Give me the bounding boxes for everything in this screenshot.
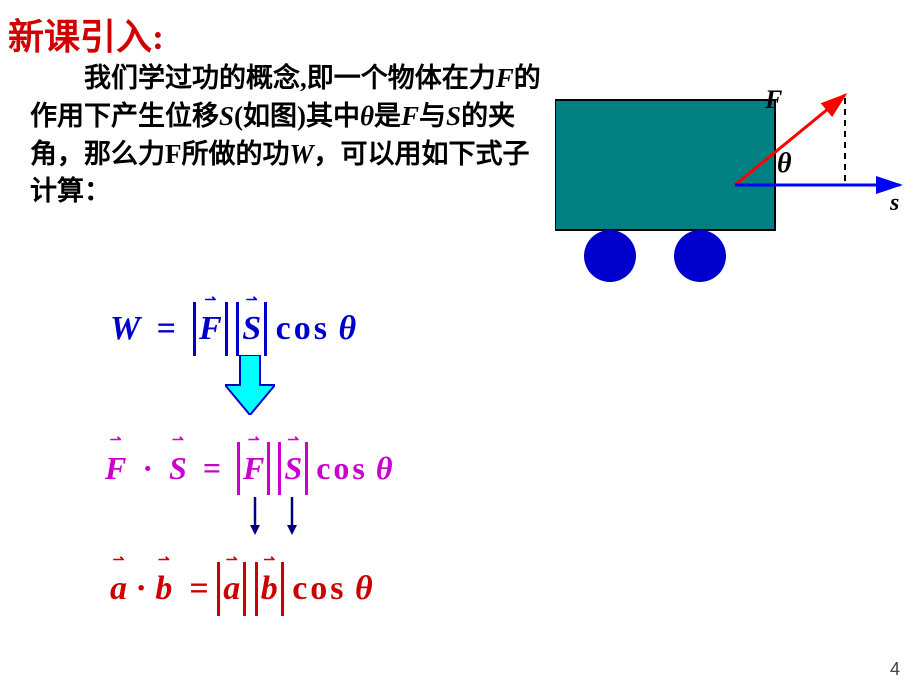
f1-absS: ⇀S: [236, 310, 267, 348]
p-part-11: W: [290, 139, 314, 169]
p-part-6: 是: [374, 101, 401, 131]
f1-eq: =: [157, 310, 176, 347]
formula-work: W = ⇀F ⇀S cos θ: [110, 310, 356, 348]
f1-vecF-mark: ⇀: [204, 292, 216, 309]
f3-dot: ·: [136, 570, 147, 607]
wheel-left: [584, 230, 636, 282]
label-theta: θ: [777, 148, 792, 179]
f1-vecS-mark: ⇀: [246, 292, 258, 309]
cart-svg: F θ s: [555, 90, 905, 300]
f3-eq: =: [189, 570, 208, 607]
f2-S: S: [169, 450, 187, 486]
p-part-9: S: [446, 101, 461, 131]
f3-absb: ⇀b: [255, 570, 284, 608]
formula-dot-ab: ⇀a · ⇀b = ⇀a ⇀b cos θ: [110, 570, 373, 608]
f1-theta: θ: [338, 310, 356, 347]
p-part-1: F: [496, 63, 514, 93]
f2-F: F: [105, 450, 126, 486]
cart-diagram: F θ s: [555, 90, 905, 300]
f3-theta: θ: [355, 570, 373, 607]
f1-S: S: [242, 310, 261, 347]
f3-b2: b: [261, 570, 278, 607]
f3-vecb-mark: ⇀: [158, 552, 170, 569]
f3-veca-mark: ⇀: [113, 552, 125, 569]
p-part-3: S: [219, 101, 234, 131]
small-arrow-left-icon: [248, 495, 262, 535]
page-number: 4: [890, 659, 900, 680]
f3-veca2-mark: ⇀: [226, 552, 238, 569]
f3-cos: cos: [292, 570, 346, 607]
p-part-8: 与: [419, 101, 446, 131]
f3-absa: ⇀a: [217, 570, 246, 608]
f1-cos: cos: [276, 310, 330, 347]
f2-vecS-mark: ⇀: [172, 432, 184, 449]
section-title: 新课引入:: [8, 8, 164, 60]
small-arrow-right-icon: [285, 495, 299, 535]
f2-F2: F: [243, 450, 264, 486]
p-part-0: 我们学过功的概念,即一个物体在力: [84, 63, 496, 93]
intro-paragraph: 我们学过功的概念,即一个物体在力F的作用下产生位移S(如图)其中θ是F与S的夹角…: [30, 60, 550, 211]
f2-dot: ·: [142, 450, 153, 486]
f2-vecF-mark: ⇀: [110, 432, 122, 449]
f2-S2: S: [284, 450, 302, 486]
wheel-right: [674, 230, 726, 282]
f1-absF: ⇀F: [193, 310, 228, 348]
f3-b: b: [155, 570, 172, 607]
p-part-4: (如图)其中: [234, 101, 360, 131]
f2-cos: cos: [316, 450, 368, 486]
f3-a2: a: [223, 570, 240, 607]
f2-eq: =: [203, 450, 221, 486]
f2-theta: θ: [376, 450, 393, 486]
label-s: s: [889, 190, 899, 216]
p-part-5: θ: [360, 101, 374, 131]
formula-dot-FS: ⇀F · ⇀S = ⇀F ⇀S cos θ: [105, 450, 392, 487]
f3-vecb2-mark: ⇀: [263, 552, 275, 569]
f2-absF: ⇀F: [237, 450, 270, 487]
f3-a: a: [110, 570, 127, 607]
f2-absS: ⇀S: [278, 450, 308, 487]
title-text: 新课引入:: [8, 17, 164, 57]
f1-W: W: [110, 310, 140, 347]
f2-vecS2-mark: ⇀: [287, 432, 299, 449]
f1-F: F: [199, 310, 222, 347]
label-F: F: [764, 90, 782, 114]
f2-vecF2-mark: ⇀: [248, 432, 260, 449]
big-arrow-icon: [225, 355, 275, 415]
cart-body: [555, 100, 775, 230]
p-part-7: F: [401, 101, 419, 131]
